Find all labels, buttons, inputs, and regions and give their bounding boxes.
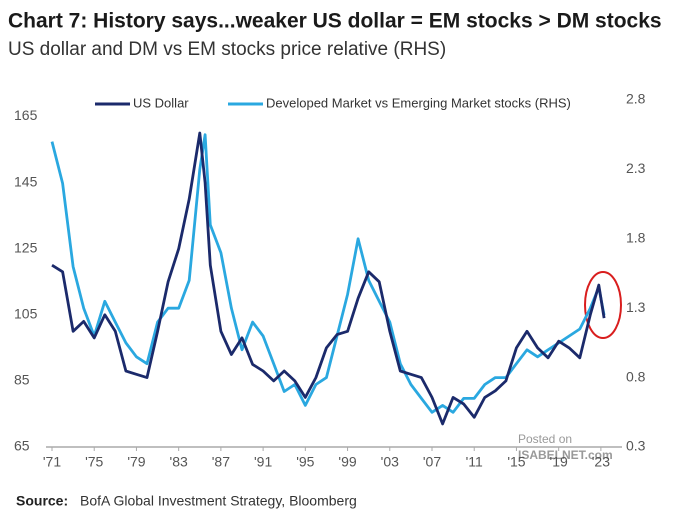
- y2-tick-label: 2.8: [626, 91, 646, 107]
- x-tick-label: '91: [254, 454, 272, 470]
- watermark: ISABELNET.com: [518, 448, 613, 462]
- chart-subtitle: US dollar and DM vs EM stocks price rela…: [8, 39, 446, 60]
- y2-tick-label: 0.8: [626, 368, 646, 384]
- x-tick-label: '15: [507, 454, 525, 470]
- y2-tick-label: 1.3: [626, 299, 646, 315]
- x-tick-label: '79: [127, 454, 145, 470]
- x-tick-label: '95: [296, 454, 314, 470]
- y-tick-label: 105: [14, 306, 38, 322]
- y-tick-label: 165: [14, 107, 38, 123]
- series-line: [51, 131, 606, 426]
- x-tick-label: '99: [338, 454, 356, 470]
- y2-tick-label: 1.8: [626, 230, 646, 246]
- x-tick-label: '87: [212, 454, 230, 470]
- watermark: Posted on: [518, 432, 572, 446]
- y-tick-label: 65: [14, 438, 30, 454]
- x-tick-label: '71: [43, 454, 61, 470]
- highlight-circle: [584, 271, 622, 339]
- y-tick-label: 125: [14, 239, 38, 255]
- source: BofA Global Investment Strategy, Bloombe…: [80, 493, 357, 509]
- x-tick-label: '07: [423, 454, 441, 470]
- legend-label: Developed Market vs Emerging Market stoc…: [266, 95, 571, 110]
- y-tick-label: 145: [14, 173, 38, 189]
- x-tick-label: '23: [592, 454, 610, 470]
- source-label: Source:: [16, 493, 68, 509]
- y2-tick-label: 2.3: [626, 160, 646, 176]
- x-tick-label: '11: [466, 454, 483, 470]
- x-tick-label: '83: [170, 454, 188, 470]
- x-tick-label: '03: [381, 454, 399, 470]
- x-tick-label: '19: [550, 454, 568, 470]
- y-tick-label: 85: [14, 372, 30, 388]
- x-tick-label: '75: [85, 454, 103, 470]
- legend-label: US Dollar: [133, 95, 189, 110]
- chart-title: Chart 7: History says...weaker US dollar…: [8, 10, 662, 33]
- y2-tick-label: 0.3: [626, 438, 646, 454]
- series-line: [50, 133, 606, 414]
